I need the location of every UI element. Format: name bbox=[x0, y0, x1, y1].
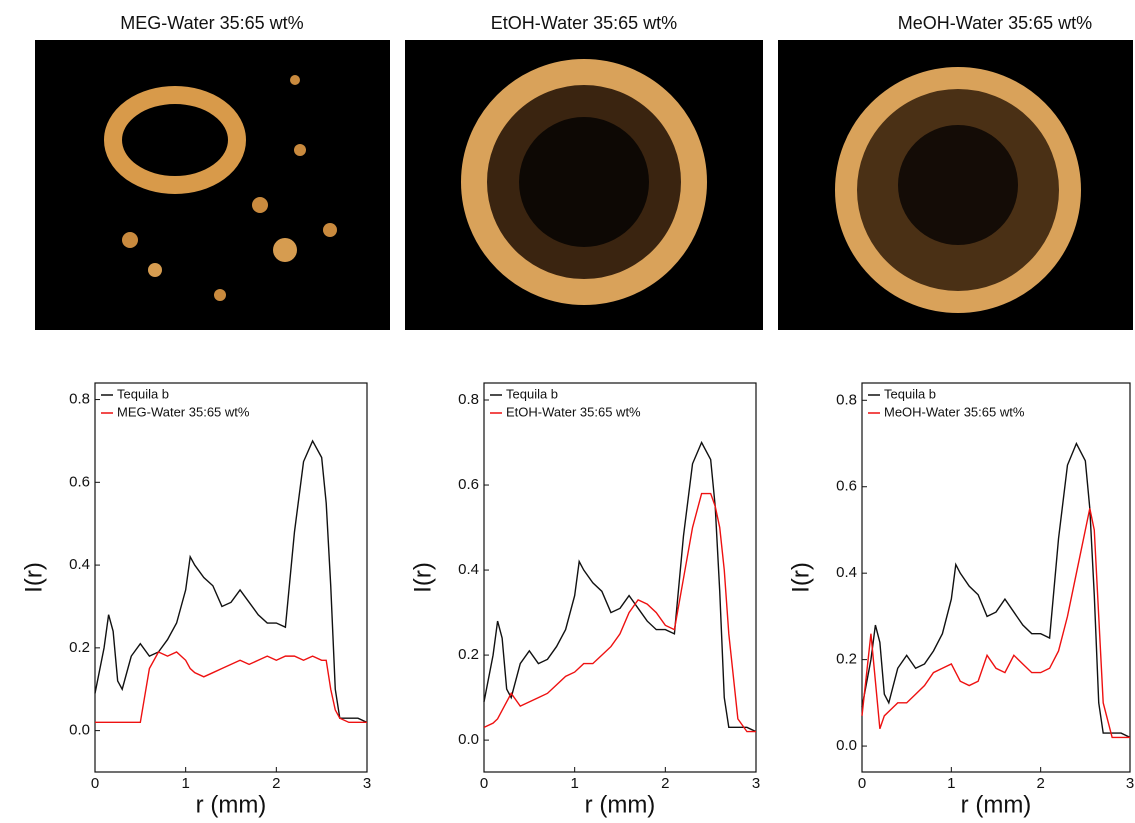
image-title: MeOH-Water 35:65 wt% bbox=[898, 13, 1092, 33]
y-tick-label: 0.2 bbox=[836, 651, 857, 668]
data-line bbox=[95, 651, 367, 724]
y-tick-label: 0.6 bbox=[458, 476, 479, 493]
x-tick-label: 1 bbox=[181, 775, 189, 792]
data-line bbox=[861, 508, 1130, 739]
plot-frame bbox=[861, 382, 1131, 773]
y-tick-label: 0.6 bbox=[836, 478, 857, 495]
x-axis-label: r (mm) bbox=[196, 791, 267, 818]
legend-label: MEG-Water 35:65 wt% bbox=[117, 404, 250, 419]
y-tick-label: 0.8 bbox=[836, 391, 857, 408]
x-tick-label: 3 bbox=[363, 775, 371, 792]
y-tick-label: 0.8 bbox=[69, 391, 90, 408]
y-tick-label: 0.0 bbox=[69, 722, 90, 739]
x-tick-label: 0 bbox=[480, 775, 488, 792]
image-panel bbox=[35, 40, 390, 330]
x-tick-label: 0 bbox=[858, 775, 866, 792]
x-tick-label: 1 bbox=[947, 775, 955, 792]
y-tick-label: 0.8 bbox=[458, 391, 479, 408]
y-axis-label: I(r) bbox=[787, 562, 814, 593]
legend-label: MeOH-Water 35:65 wt% bbox=[884, 404, 1025, 419]
x-tick-label: 2 bbox=[1036, 775, 1044, 792]
y-axis-label: I(r) bbox=[409, 562, 436, 593]
image-panel bbox=[778, 40, 1133, 330]
y-axis-label: I(r) bbox=[20, 562, 47, 593]
y-tick-label: 0.4 bbox=[69, 556, 90, 573]
image-panel bbox=[405, 40, 763, 330]
y-tick-label: 0.6 bbox=[69, 473, 90, 490]
x-axis-label: r (mm) bbox=[585, 791, 656, 818]
y-tick-label: 0.2 bbox=[458, 646, 479, 663]
y-tick-label: 0.2 bbox=[69, 639, 90, 656]
y-tick-label: 0.4 bbox=[458, 561, 479, 578]
image-title: MEG-Water 35:65 wt% bbox=[120, 13, 303, 33]
plot-frame bbox=[483, 382, 757, 773]
y-tick-label: 0.0 bbox=[458, 731, 479, 748]
data-line bbox=[861, 441, 1131, 739]
legend-label: Tequila b bbox=[506, 386, 558, 401]
x-tick-label: 2 bbox=[272, 775, 280, 792]
legend-label: Tequila b bbox=[884, 386, 936, 401]
y-tick-label: 0.0 bbox=[836, 737, 857, 754]
legend-label: Tequila b bbox=[117, 386, 169, 401]
data-line bbox=[94, 439, 368, 723]
data-line bbox=[483, 492, 756, 733]
legend-label: EtOH-Water 35:65 wt% bbox=[506, 404, 641, 419]
data-line bbox=[483, 440, 757, 733]
image-title: EtOH-Water 35:65 wt% bbox=[491, 13, 677, 33]
x-tick-label: 2 bbox=[661, 775, 669, 792]
x-tick-label: 3 bbox=[1126, 775, 1134, 792]
x-axis-label: r (mm) bbox=[961, 791, 1032, 818]
y-tick-label: 0.4 bbox=[836, 564, 857, 581]
x-tick-label: 3 bbox=[752, 775, 760, 792]
x-tick-label: 1 bbox=[570, 775, 578, 792]
plot-frame bbox=[94, 382, 368, 773]
x-tick-label: 0 bbox=[91, 775, 99, 792]
